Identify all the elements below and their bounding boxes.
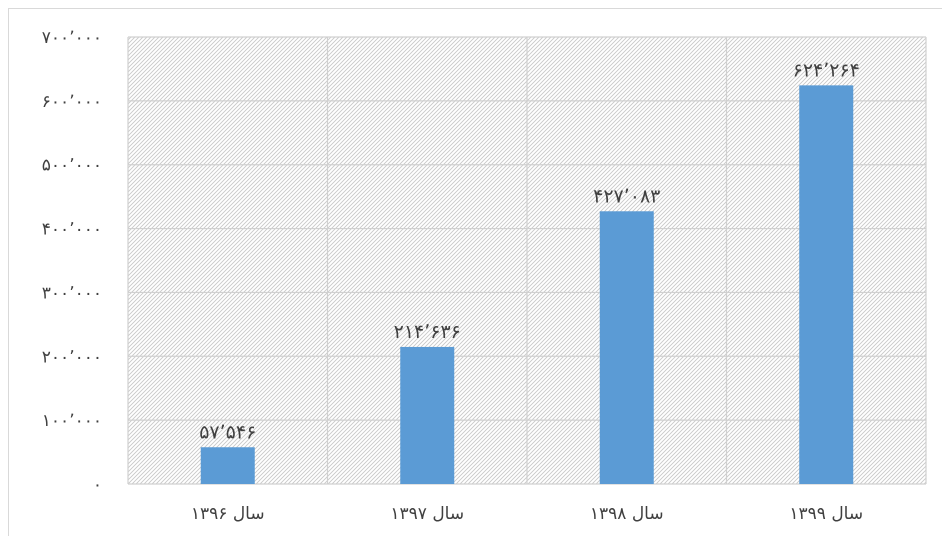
bar-2 [400,346,455,484]
bar-4 [799,85,854,484]
y-tick-label: ۰ [93,475,102,495]
y-tick-label: ۲۰۰٬۰۰۰ [42,347,102,367]
category-label-4: سال ۱۳۹۹ [789,504,863,524]
bars [200,85,854,485]
y-tick-label: ۳۰۰٬۰۰۰ [42,283,102,303]
x-axis-category-labels: سال ۱۳۹۶ سال ۱۳۹۷ سال ۱۳۹۸ سال ۱۳۹۹ [191,504,863,524]
y-axis-tick-labels: ۰ ۱۰۰٬۰۰۰ ۲۰۰٬۰۰۰ ۳۰۰٬۰۰۰ ۴۰۰٬۰۰۰ ۵۰۰٬۰۰۰ ۶۰۰٬… [42,28,102,495]
category-label-3: سال ۱۳۹۸ [590,504,664,524]
data-label-3: ۴۲۷٬۰۸۳ [593,185,660,207]
data-labels: ۵۷٬۵۴۶ ۲۱۴٬۶۳۶ ۴۲۷٬۰۸۳ ۶۲۴٬۲۶۴ [199,59,860,443]
y-tick-label: ۱۰۰٬۰۰۰ [42,411,102,431]
y-tick-label: ۵۰۰٬۰۰۰ [42,156,102,176]
category-label-2: سال ۱۳۹۷ [390,504,464,524]
bar-1 [200,447,255,484]
y-tick-label: ۶۰۰٬۰۰۰ [42,92,102,112]
category-label-1: سال ۱۳۹۶ [191,504,265,524]
y-tick-label: ۴۰۰٬۰۰۰ [42,220,102,240]
gridlines [127,36,927,485]
data-label-2: ۲۱۴٬۶۳۶ [394,321,461,343]
data-label-1: ۵۷٬۵۴۶ [199,421,256,443]
data-label-4: ۶۲۴٬۲۶۴ [793,59,860,81]
bar-3 [599,211,654,485]
y-tick-label: ۷۰۰٬۰۰۰ [42,28,102,48]
chart-frame [8,8,942,536]
